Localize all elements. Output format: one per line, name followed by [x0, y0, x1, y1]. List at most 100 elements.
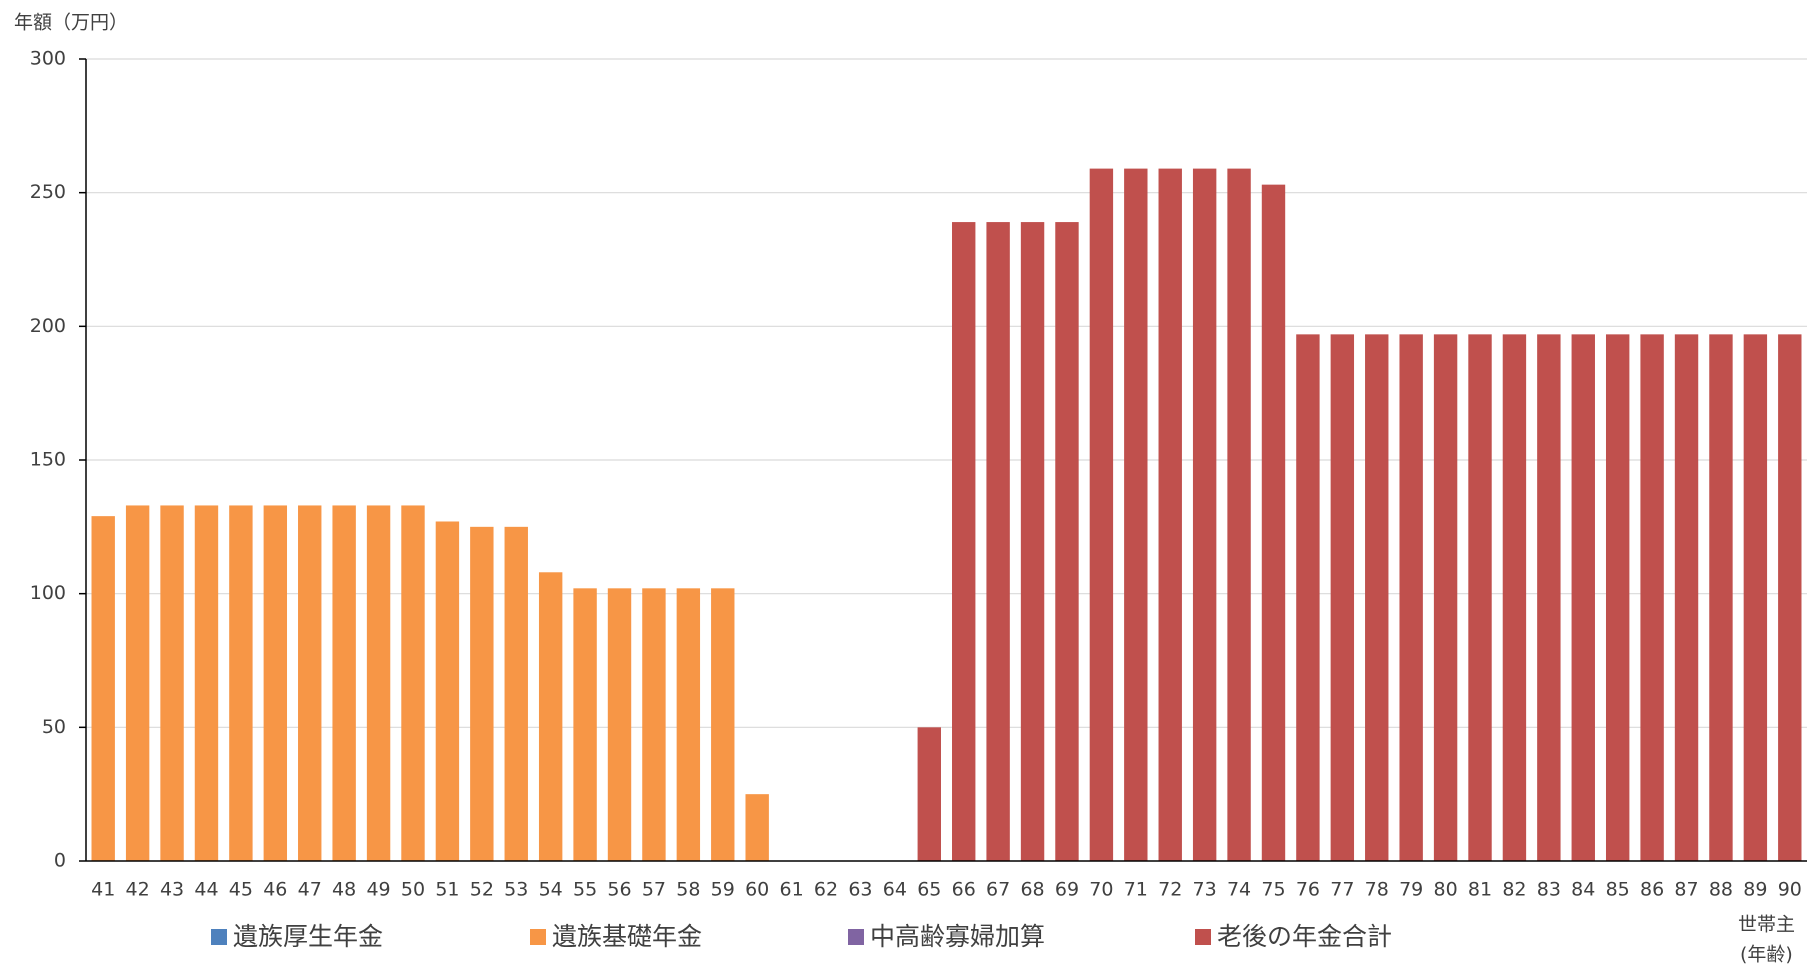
bar	[1296, 334, 1320, 861]
x-tick-label: 68	[1020, 879, 1044, 901]
x-tick-label: 56	[607, 879, 631, 901]
bar	[229, 505, 253, 861]
bar	[1020, 222, 1045, 861]
x-tick-label: 76	[1296, 879, 1320, 901]
x-tick-label: 46	[263, 879, 287, 901]
x-tick-label: 58	[676, 879, 700, 901]
x-tick-label: 62	[814, 879, 838, 901]
x-tick-label: 52	[470, 879, 494, 901]
y-tick-label: 250	[30, 181, 66, 203]
x-tick-label: 89	[1743, 879, 1767, 901]
x-tick-label: 85	[1606, 879, 1630, 901]
x-tick-label: 49	[366, 879, 390, 901]
x-tick-label: 55	[573, 879, 597, 901]
x-tick-label: 44	[194, 879, 218, 901]
x-tick-label: 61	[780, 879, 804, 901]
x-tick-label: 86	[1640, 879, 1664, 901]
bar	[986, 222, 1010, 861]
bar	[332, 505, 356, 861]
x-tick-label: 81	[1468, 879, 1492, 901]
y-tick-label: 50	[42, 716, 66, 738]
legend-label: 遺族厚生年金	[233, 922, 383, 951]
x-tick-label: 63	[848, 879, 872, 901]
bar	[470, 526, 494, 861]
bar	[538, 572, 563, 861]
legend-label: 老後の年金合計	[1217, 922, 1392, 951]
bar	[1640, 334, 1664, 861]
x-tick-label: 67	[986, 879, 1010, 901]
bar	[711, 588, 735, 861]
legend-label: 遺族基礎年金	[552, 922, 702, 951]
bar	[917, 727, 941, 861]
y-tick-label: 300	[30, 48, 66, 70]
x-tick-label: 88	[1709, 879, 1733, 901]
y-tick-label: 200	[30, 315, 66, 337]
bar	[1468, 334, 1492, 861]
x-tick-label: 79	[1399, 879, 1423, 901]
x-tick-label: 71	[1124, 879, 1148, 901]
x-tick-label: 60	[745, 879, 769, 901]
bar	[1227, 168, 1251, 861]
bar	[91, 516, 115, 861]
x-axis-title: (年齢)	[1740, 944, 1793, 966]
bar	[401, 505, 425, 861]
y-tick-label: 150	[30, 449, 66, 471]
x-tick-label: 72	[1158, 879, 1182, 901]
x-tick-label: 65	[917, 879, 941, 901]
x-tick-label: 47	[298, 879, 322, 901]
x-tick-label: 50	[401, 879, 425, 901]
bar	[435, 521, 460, 861]
x-tick-label: 43	[160, 879, 184, 901]
x-tick-label: 53	[504, 879, 528, 901]
bar	[1089, 168, 1114, 861]
x-tick-label: 57	[642, 879, 666, 901]
bar	[745, 794, 769, 861]
x-tick-label: 82	[1502, 879, 1526, 901]
bar	[607, 588, 632, 861]
bar	[1605, 334, 1630, 861]
x-tick-label: 74	[1227, 879, 1251, 901]
x-tick-label: 45	[229, 879, 253, 901]
x-tick-label: 73	[1193, 879, 1217, 901]
bar	[1261, 184, 1286, 861]
bar	[676, 588, 701, 861]
x-tick-label: 69	[1055, 879, 1079, 901]
bar	[1365, 334, 1389, 861]
bar	[1055, 222, 1079, 861]
bar	[573, 588, 597, 861]
x-tick-label: 78	[1365, 879, 1389, 901]
bar	[504, 526, 528, 861]
legend-swatch	[211, 929, 227, 945]
legend-swatch	[1195, 929, 1211, 945]
bar	[1709, 334, 1733, 861]
y-axis-title: 年額（万円）	[14, 12, 128, 34]
x-tick-label: 84	[1571, 879, 1595, 901]
bar	[298, 505, 322, 861]
y-tick-label: 0	[54, 850, 66, 872]
x-tick-label: 64	[883, 879, 907, 901]
bar	[1674, 334, 1699, 861]
bar	[1433, 334, 1458, 861]
bar	[1502, 334, 1527, 861]
x-axis-title: 世帯主	[1738, 914, 1795, 936]
x-tick-label: 59	[711, 879, 735, 901]
legend-swatch	[848, 929, 864, 945]
bar	[125, 505, 150, 861]
bar	[952, 222, 976, 861]
bar	[1192, 168, 1217, 861]
x-tick-label: 51	[435, 879, 459, 901]
x-tick-label: 66	[952, 879, 976, 901]
x-tick-label: 90	[1778, 879, 1802, 901]
y-tick-label: 100	[30, 582, 66, 604]
bar	[1571, 334, 1595, 861]
bar	[1778, 334, 1802, 861]
x-tick-label: 42	[126, 879, 150, 901]
x-tick-label: 70	[1089, 879, 1113, 901]
bar	[1399, 334, 1423, 861]
x-tick-label: 83	[1537, 879, 1561, 901]
bar	[1743, 334, 1768, 861]
bar	[642, 588, 666, 861]
x-tick-label: 87	[1674, 879, 1698, 901]
